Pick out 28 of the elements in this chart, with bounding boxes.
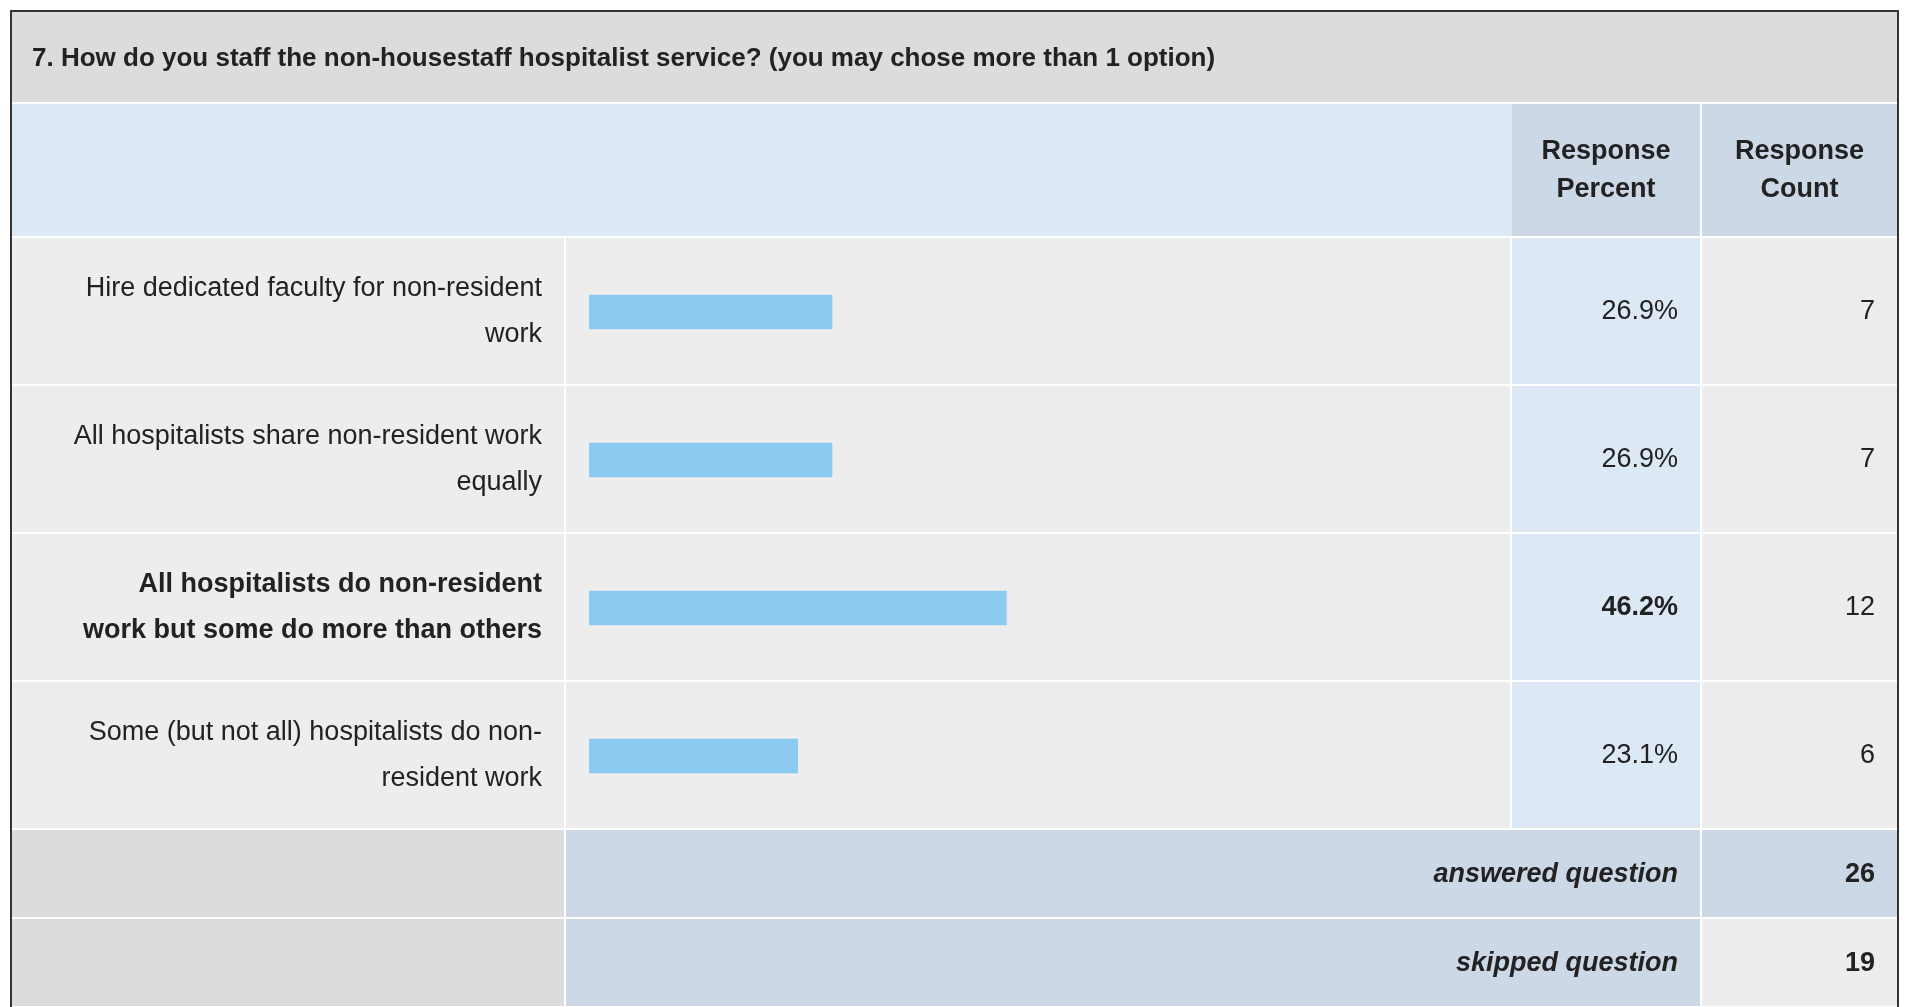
table-cell: Hire dedicated faculty for non-resident work [12,238,566,386]
data-label: 26.9% [1601,294,1678,328]
table-cell: 12 [1702,534,1897,682]
table-cell: 7 [1702,386,1897,534]
table-cell: 23.1% [1512,682,1702,830]
data-label: 23.1% [1601,738,1678,772]
data-label: 26.9% [1601,442,1678,476]
table-cell: All hospitalists do non-resident work but some do more than others [12,534,566,682]
chart-title: 7. How do you staff the non-housestaff hospitalist service? (you may chose more than 1 option) [32,40,1216,74]
y-tick-label: All hospitalists share non-resident work equally [72,419,542,498]
y-tick-label: Hire dedicated faculty for non-resident work [84,271,542,350]
table-cell: Response Percent [1512,104,1702,238]
table-cell: 26 [1702,830,1897,919]
table-cell: 7. How do you staff the non-housestaff hospitalist service? (you may chose more than 1 option) [12,12,1897,104]
table-cell: Some (but not all) hospitalists do non-resident work [12,682,566,830]
data-label: 46.2% [1601,590,1678,624]
y-tick-label: All hospitalists do non-resident work but some do more than others [81,567,542,646]
table-cell: 7 [1702,238,1897,386]
table-cell: 26.9% [1512,238,1702,386]
table-cell: 26.9% [1512,386,1702,534]
y-tick-label: Some (but not all) hospitalists do non-resident work [87,715,542,794]
table-cell: skipped question [566,919,1702,1007]
table-cell: Response Count [1702,104,1897,238]
table-cell: All hospitalists share non-resident work equally [12,386,566,534]
table-cell: 46.2% [1512,534,1702,682]
table-cell: 6 [1702,682,1897,830]
table-cell: 19 [1702,919,1897,1007]
table-cell: answered question [566,830,1702,919]
